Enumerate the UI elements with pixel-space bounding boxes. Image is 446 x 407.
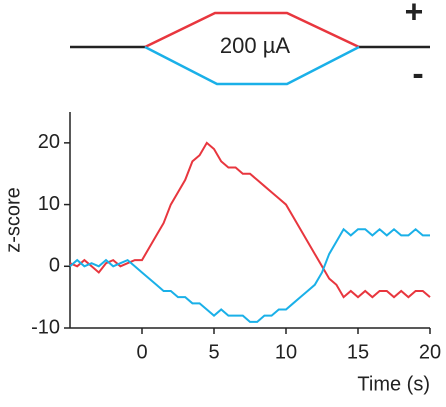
positive-pulse bbox=[144, 11, 360, 49]
y-tick-label: 10 bbox=[38, 193, 60, 215]
x-axis-label: Time (s) bbox=[357, 373, 430, 395]
minus-sign: - bbox=[412, 55, 423, 93]
x-tick-label: 5 bbox=[208, 341, 219, 363]
y-tick-label: -10 bbox=[31, 316, 60, 338]
x-tick-label: 0 bbox=[136, 341, 147, 363]
y-tick-label: 20 bbox=[38, 131, 60, 153]
data-line bbox=[69, 227, 430, 323]
stimulus-schematic bbox=[70, 11, 430, 86]
data-line bbox=[69, 141, 431, 299]
x-tick-label: 10 bbox=[275, 341, 297, 363]
current-label: 200 µA bbox=[220, 33, 290, 58]
x-tick-label: 20 bbox=[419, 341, 441, 363]
negative-pulse bbox=[144, 45, 360, 86]
y-tick-label: 0 bbox=[49, 255, 60, 277]
y-axis-label: z-score bbox=[2, 187, 24, 253]
plus-sign: + bbox=[405, 0, 424, 29]
x-tick-label: 15 bbox=[347, 341, 369, 363]
